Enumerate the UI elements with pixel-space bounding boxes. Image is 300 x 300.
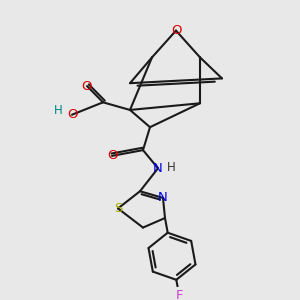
- Text: F: F: [176, 289, 183, 300]
- Text: O: O: [82, 80, 92, 93]
- Text: O: O: [171, 24, 181, 37]
- Text: H: H: [167, 161, 176, 174]
- Text: N: N: [153, 162, 163, 175]
- Text: O: O: [67, 108, 77, 121]
- Text: O: O: [107, 149, 117, 162]
- Text: N: N: [158, 191, 168, 204]
- Text: H: H: [54, 104, 62, 117]
- Text: S: S: [114, 202, 122, 215]
